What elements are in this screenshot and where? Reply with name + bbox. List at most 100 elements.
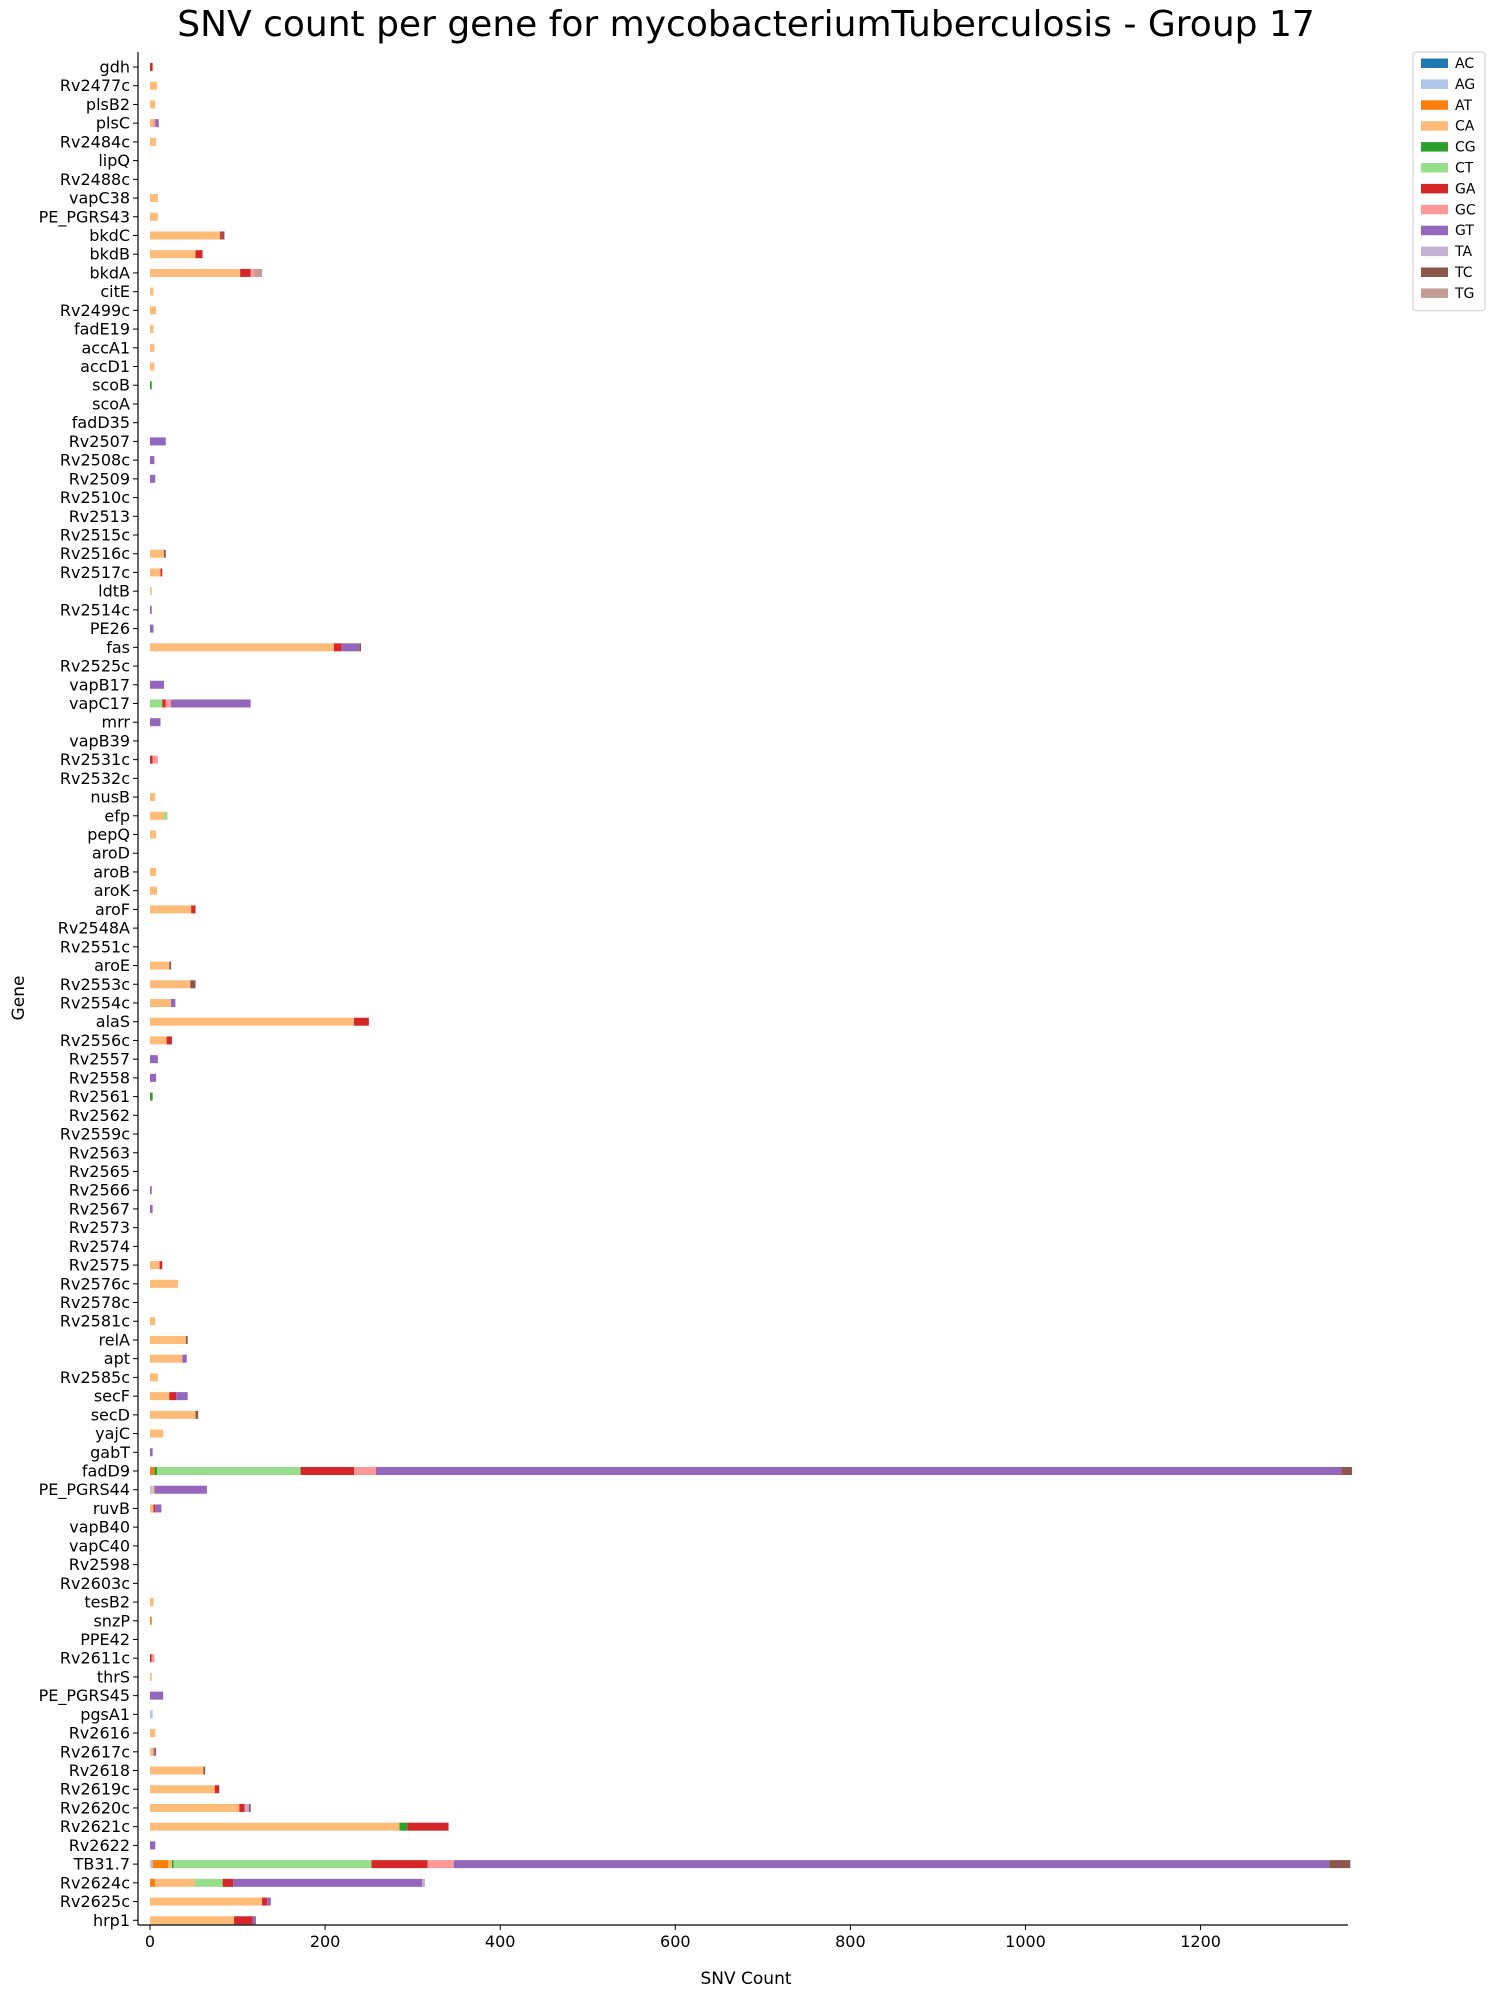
legend-swatch-ag [1421,79,1448,89]
y-tick-label: Rv2548A [58,919,130,938]
y-tick-label: Rv2507 [69,432,130,451]
y-tick-label: thrS [97,1667,130,1686]
y-tick-label: Rv2477c [60,76,130,95]
y-tick-label: ruvB [93,1499,130,1518]
x-axis-label: SNV Count [700,1969,791,1989]
bar-segment-ca [150,1729,156,1738]
y-tick-label: bkdA [89,263,130,282]
y-tick-label: Rv2516c [60,544,130,563]
bar-segment-ca [150,1354,183,1363]
bar-segment-ca [150,1766,204,1775]
y-tick-label: bkdB [89,245,130,264]
bar-segment-ca [150,1279,179,1288]
bar-segment-gc [152,755,158,764]
bar-segment-tc [164,549,166,558]
bar-segment-ga [150,63,153,71]
legend-label: CT [1455,161,1474,177]
bar-segment-tc [185,1335,188,1344]
bar-segment-ga [222,1878,234,1887]
y-tick-label: PE26 [90,619,130,638]
bar-segment-gt [150,474,156,483]
bar-segment-tc [203,1766,206,1775]
bar-segment-ca [150,999,172,1007]
y-tick-label: vapC38 [69,189,130,208]
bar-segment-ca [168,1860,172,1869]
legend-label: GA [1455,181,1476,197]
bar-segment-ca [150,1017,354,1026]
y-tick-label: Rv2622 [69,1836,130,1855]
y-tick-label: Rv2531c [60,750,130,769]
bar-segment-ca [150,886,158,895]
y-tick-label: Rv2616 [69,1724,130,1743]
y-tick-label: mrr [102,713,131,732]
y-tick-label: Rv2554c [60,994,130,1013]
bar-segment-tc [221,231,225,240]
bar-segment-gt [150,1186,152,1195]
y-tick-label: plsB2 [86,95,130,114]
bar-segment-tc [359,643,361,652]
y-tick-label: gdh [100,58,130,77]
y-tick-label: fadE19 [74,320,130,339]
y-tick-label: secD [91,1405,130,1424]
y-tick-label: Rv2513 [69,507,130,526]
bar-segment-ca [150,231,221,240]
bar-segment-gt [150,605,152,614]
bar-segment-gc [151,1654,155,1663]
y-tick-label: aroB [93,862,130,881]
y-tick-label: pgsA1 [80,1705,130,1724]
y-tick-label: Rv2611c [60,1649,130,1668]
bar-segment-ca [150,905,192,914]
y-tick-label: Rv2499c [60,301,130,320]
y-tick-label: apt [104,1349,130,1368]
bar-segment-ca [150,1373,158,1382]
y-tick-label: Rv2574 [69,1237,130,1256]
legend-label: CG [1455,140,1476,156]
y-tick-label: PE_PGRS43 [39,207,130,227]
y-tick-label: accA1 [81,338,130,357]
y-tick-label: aroF [95,900,130,919]
bar-segment-tc [1329,1860,1351,1869]
bar-segment-ca [150,1410,196,1419]
bar-segment-ca [150,1897,263,1906]
bar-segment-ca [150,81,158,90]
y-tick-label: efp [104,806,130,825]
bar-segment-gt [375,1467,1342,1475]
y-tick-label: Rv2585c [60,1368,130,1387]
bar-segment-gc [427,1860,454,1869]
bar-segment-ca [150,867,157,876]
legend-frame [1412,51,1486,312]
legend-swatch-at [1421,100,1448,110]
bar-segment-ca [150,306,157,315]
bar-segment-ca [150,1747,154,1756]
bar-segment-ca [150,194,158,203]
bar-segment-ca [150,1317,156,1326]
y-tick-label: Rv2561 [69,1087,130,1106]
bar-segment-ca [150,568,161,577]
bar-segment-ca [150,980,191,989]
bar-segment-ca [150,643,334,652]
bar-segment-ga [407,1822,449,1831]
y-tick-label: hrp1 [93,1911,130,1930]
y-tick-label: fadD9 [82,1462,130,1481]
legend-label: TC [1454,265,1473,281]
bar-segment-ca [150,1392,170,1401]
y-tick-label: Rv2618 [69,1761,130,1780]
legend-label: TA [1454,244,1472,260]
bar-segment-ca [150,100,156,109]
bar-segment-ga [160,568,163,577]
y-tick-label: scoA [92,394,130,413]
y-tick-label: Rv2566 [69,1181,130,1200]
axes [137,52,1348,1926]
bar-segment-gt [171,999,176,1007]
bar-segment-ca [150,1429,164,1438]
bar-segment-ga [166,1036,172,1045]
y-tick-label: Rv2567 [69,1199,130,1218]
bar-segment-ca [150,1822,400,1831]
y-tick-label: Rv2565 [69,1162,130,1181]
bar-segment-ca [155,1878,195,1887]
bar-segment-cg [399,1822,408,1831]
bar-segment-ga [150,755,153,764]
legend-label: AC [1455,56,1474,72]
bar-segment-ga [371,1860,428,1869]
bar-segment-ca [150,119,154,128]
